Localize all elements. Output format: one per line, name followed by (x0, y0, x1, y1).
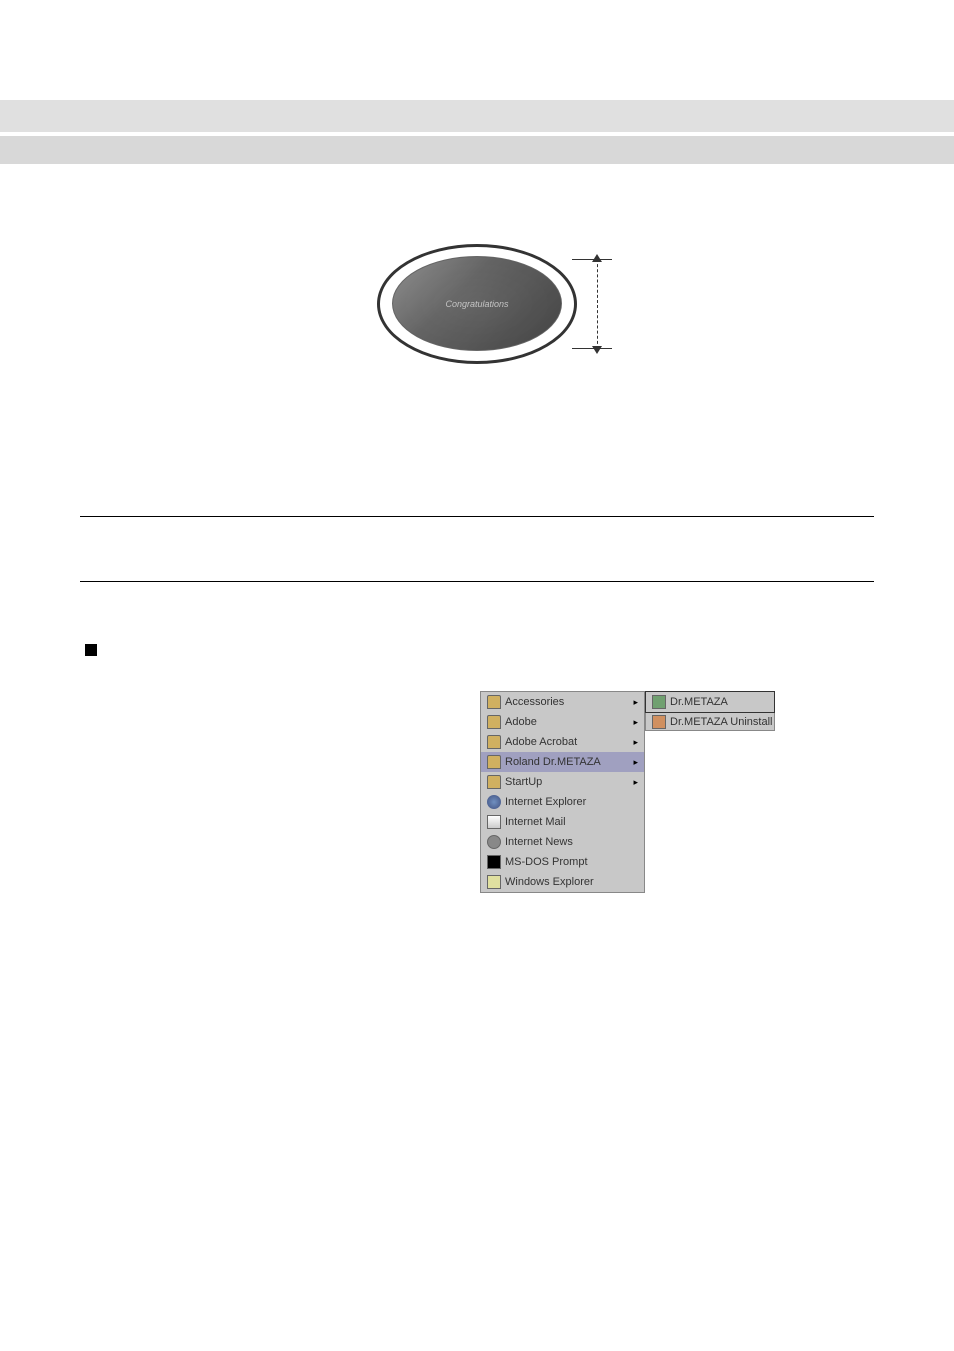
plate-photo: Congratulations (393, 257, 561, 350)
explorer-icon (487, 875, 501, 889)
menu-item-label: Internet Mail (505, 816, 566, 828)
menu-item-label: Accessories (505, 696, 564, 708)
folder-icon (487, 755, 501, 769)
menu-item[interactable]: Roland Dr.METAZA ▸ (481, 752, 644, 772)
header-bar-1 (0, 100, 954, 132)
menu-item[interactable]: Windows Explorer (481, 872, 644, 892)
menu-item-label: Roland Dr.METAZA (505, 756, 601, 768)
plate-text: Congratulations (445, 299, 508, 309)
menu-item[interactable]: Internet Mail (481, 812, 644, 832)
folder-icon (487, 775, 501, 789)
submenu-arrow-icon: ▸ (633, 737, 638, 748)
menu-item-label: Windows Explorer (505, 876, 594, 888)
programs-menu: Accessories▸Adobe▸Adobe Acrobat▸Roland D… (480, 691, 645, 893)
section-divider-2 (80, 581, 874, 582)
plate-illustration: Congratulations (0, 244, 954, 364)
submenu-item-label: Dr.METAZA (670, 696, 728, 708)
start-menu-screenshot: Accessories▸Adobe▸Adobe Acrobat▸Roland D… (480, 691, 780, 893)
plate-diagram: Congratulations (377, 244, 577, 364)
menu-item-label: Adobe (505, 716, 537, 728)
submenu-arrow-icon: ▸ (633, 717, 638, 728)
plate-inner-surface: Congratulations (392, 256, 562, 351)
folder-icon (487, 735, 501, 749)
submenu-item[interactable]: Dr.METAZA Uninstall (646, 712, 774, 732)
mail-icon (487, 815, 501, 829)
dim-line (597, 259, 598, 349)
dim-tick-bottom (572, 348, 612, 349)
menu-item-label: MS-DOS Prompt (505, 856, 588, 868)
menu-item[interactable]: Adobe ▸ (481, 712, 644, 732)
submenu-arrow-icon: ▸ (633, 697, 638, 708)
folder-icon (487, 695, 501, 709)
globe-icon (487, 795, 501, 809)
submenu-item-label: Dr.METAZA Uninstall (670, 716, 773, 728)
menu-item-label: Internet Explorer (505, 796, 586, 808)
roland-submenu: Dr.METAZA Dr.METAZA Uninstall (645, 691, 775, 731)
news-icon (487, 835, 501, 849)
uninstall-icon (652, 715, 666, 729)
dim-arrow-up-icon (592, 254, 602, 262)
section-divider-1 (80, 516, 874, 517)
header-bar-2 (0, 136, 954, 164)
folder-icon (487, 715, 501, 729)
menu-item-label: StartUp (505, 776, 542, 788)
menu-item-label: Internet News (505, 836, 573, 848)
menu-item-label: Adobe Acrobat (505, 736, 577, 748)
menu-item[interactable]: Accessories ▸ (481, 692, 644, 712)
menu-item[interactable]: Adobe Acrobat ▸ (481, 732, 644, 752)
menu-item[interactable]: Internet Explorer (481, 792, 644, 812)
submenu-item[interactable]: Dr.METAZA (646, 692, 774, 712)
dimension-indicator (587, 259, 617, 349)
menu-item[interactable]: MS-DOS Prompt (481, 852, 644, 872)
submenu-arrow-icon: ▸ (633, 777, 638, 788)
menu-item[interactable]: StartUp ▸ (481, 772, 644, 792)
submenu-arrow-icon: ▸ (633, 757, 638, 768)
bullet-marker-icon (85, 644, 97, 656)
app-icon (652, 695, 666, 709)
dos-icon (487, 855, 501, 869)
menu-item[interactable]: Internet News (481, 832, 644, 852)
